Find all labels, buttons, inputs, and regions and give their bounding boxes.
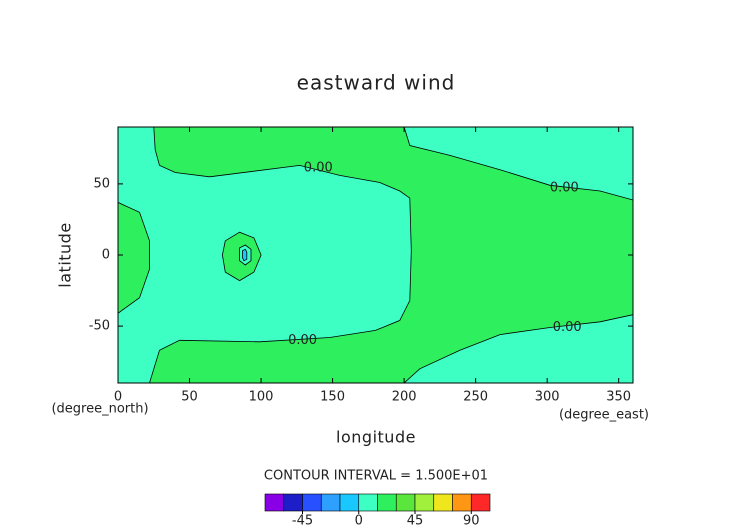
colorbar-bin xyxy=(452,493,472,512)
contour-label: 0.00 xyxy=(553,320,582,335)
colorbar-bin xyxy=(264,493,285,512)
colorbar-tick-label: 90 xyxy=(463,514,480,529)
colorbar-tick-label: 45 xyxy=(407,514,424,529)
colorbar-bin xyxy=(395,493,416,512)
contour-region xyxy=(149,127,633,383)
contour-label: 0.00 xyxy=(550,181,579,196)
colorbar-bin xyxy=(339,493,360,512)
y-tick-label: -50 xyxy=(89,319,110,334)
colorbar-bin xyxy=(414,493,435,512)
x-tick-label: 150 xyxy=(320,390,345,405)
colorbar-bin xyxy=(358,493,378,512)
y-tick-label: 50 xyxy=(93,176,110,191)
x2-unit: (degree_east) xyxy=(559,408,649,423)
colorbar-bin xyxy=(470,493,491,512)
x-tick-label: 250 xyxy=(463,390,488,405)
colorbar-tick-label: 0 xyxy=(355,514,363,529)
y-tick-label: 0 xyxy=(102,248,110,263)
x-tick-label: 0 xyxy=(114,390,122,405)
x-tick-label: 50 xyxy=(181,390,198,405)
x-tick-label: 350 xyxy=(606,390,631,405)
x-tick-label: 300 xyxy=(535,390,560,405)
contour-label: 0.00 xyxy=(304,161,333,176)
colorbar-bin xyxy=(283,493,303,512)
x-axis-label: longitude xyxy=(336,428,416,447)
contour-interval: CONTOUR INTERVAL = 1.500E+01 xyxy=(264,469,488,484)
colorbar-bin xyxy=(302,493,322,512)
contour-region xyxy=(242,248,248,262)
colorbar-bin xyxy=(320,493,341,512)
plot-area: 0.00 0.00 0.00 0.00 xyxy=(118,127,633,383)
x-tick-label: 100 xyxy=(249,390,274,405)
contour-region xyxy=(118,201,150,314)
colorbar-bin xyxy=(377,493,397,512)
colorbar-bin xyxy=(433,493,453,512)
x-tick-label: 200 xyxy=(392,390,417,405)
y-axis-label: latitude xyxy=(56,222,75,287)
x-unit: (degree_north) xyxy=(51,402,148,417)
contour-label: 0.00 xyxy=(288,333,317,348)
chart-title: eastward wind xyxy=(297,71,456,95)
colorbar-tick-label: -45 xyxy=(292,514,313,529)
